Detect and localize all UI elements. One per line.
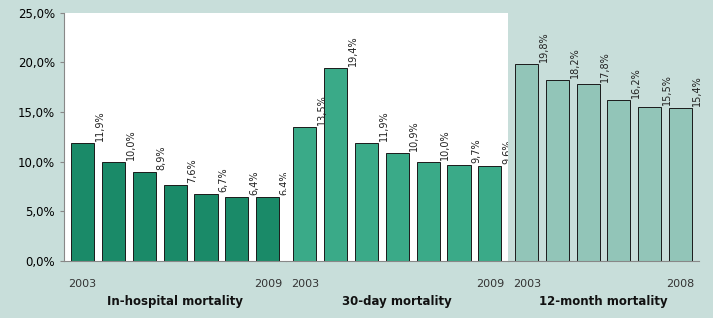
Bar xyxy=(293,127,317,261)
Text: 2003: 2003 xyxy=(513,279,541,289)
Text: 6,4%: 6,4% xyxy=(249,171,259,195)
Bar xyxy=(102,162,125,261)
Bar xyxy=(669,108,692,261)
Bar xyxy=(638,107,661,261)
Text: 30-day mortality: 30-day mortality xyxy=(342,295,452,308)
Text: 18,2%: 18,2% xyxy=(570,47,580,78)
Bar xyxy=(355,143,378,261)
Bar xyxy=(324,68,347,261)
Text: 6,4%: 6,4% xyxy=(279,171,289,195)
Bar xyxy=(416,162,440,261)
Text: 15,5%: 15,5% xyxy=(662,74,672,105)
Bar xyxy=(164,185,187,261)
Text: 15,4%: 15,4% xyxy=(692,75,702,106)
Text: 10,0%: 10,0% xyxy=(440,129,450,160)
Bar xyxy=(607,100,630,261)
Text: 12-month mortality: 12-month mortality xyxy=(539,295,668,308)
Text: 17,8%: 17,8% xyxy=(600,52,610,82)
Text: 2008: 2008 xyxy=(666,279,694,289)
Text: 16,2%: 16,2% xyxy=(631,67,641,98)
Bar xyxy=(577,84,600,261)
Text: 8,9%: 8,9% xyxy=(156,146,166,170)
Text: 9,6%: 9,6% xyxy=(502,139,512,163)
Text: 11,9%: 11,9% xyxy=(379,110,389,141)
Text: 7,6%: 7,6% xyxy=(188,159,198,183)
Text: 13,5%: 13,5% xyxy=(317,94,327,125)
Bar xyxy=(448,164,471,261)
Text: 2009: 2009 xyxy=(254,279,282,289)
Bar xyxy=(256,197,279,261)
Bar xyxy=(515,64,538,261)
Bar xyxy=(386,153,409,261)
Text: 19,8%: 19,8% xyxy=(539,32,549,62)
Bar xyxy=(133,172,156,261)
Text: 10,9%: 10,9% xyxy=(409,120,419,151)
Text: In-hospital mortality: In-hospital mortality xyxy=(107,295,243,308)
Bar xyxy=(195,194,217,261)
Text: 2003: 2003 xyxy=(291,279,319,289)
Bar xyxy=(225,197,249,261)
Bar xyxy=(71,143,94,261)
Text: 6,7%: 6,7% xyxy=(218,168,228,192)
Text: 2003: 2003 xyxy=(68,279,97,289)
Text: 9,7%: 9,7% xyxy=(471,138,481,162)
Bar xyxy=(546,80,569,261)
Text: 19,4%: 19,4% xyxy=(348,36,358,66)
Text: 2009: 2009 xyxy=(476,279,504,289)
Text: 11,9%: 11,9% xyxy=(95,110,105,141)
Text: 10,0%: 10,0% xyxy=(125,129,135,160)
Bar xyxy=(478,165,501,261)
